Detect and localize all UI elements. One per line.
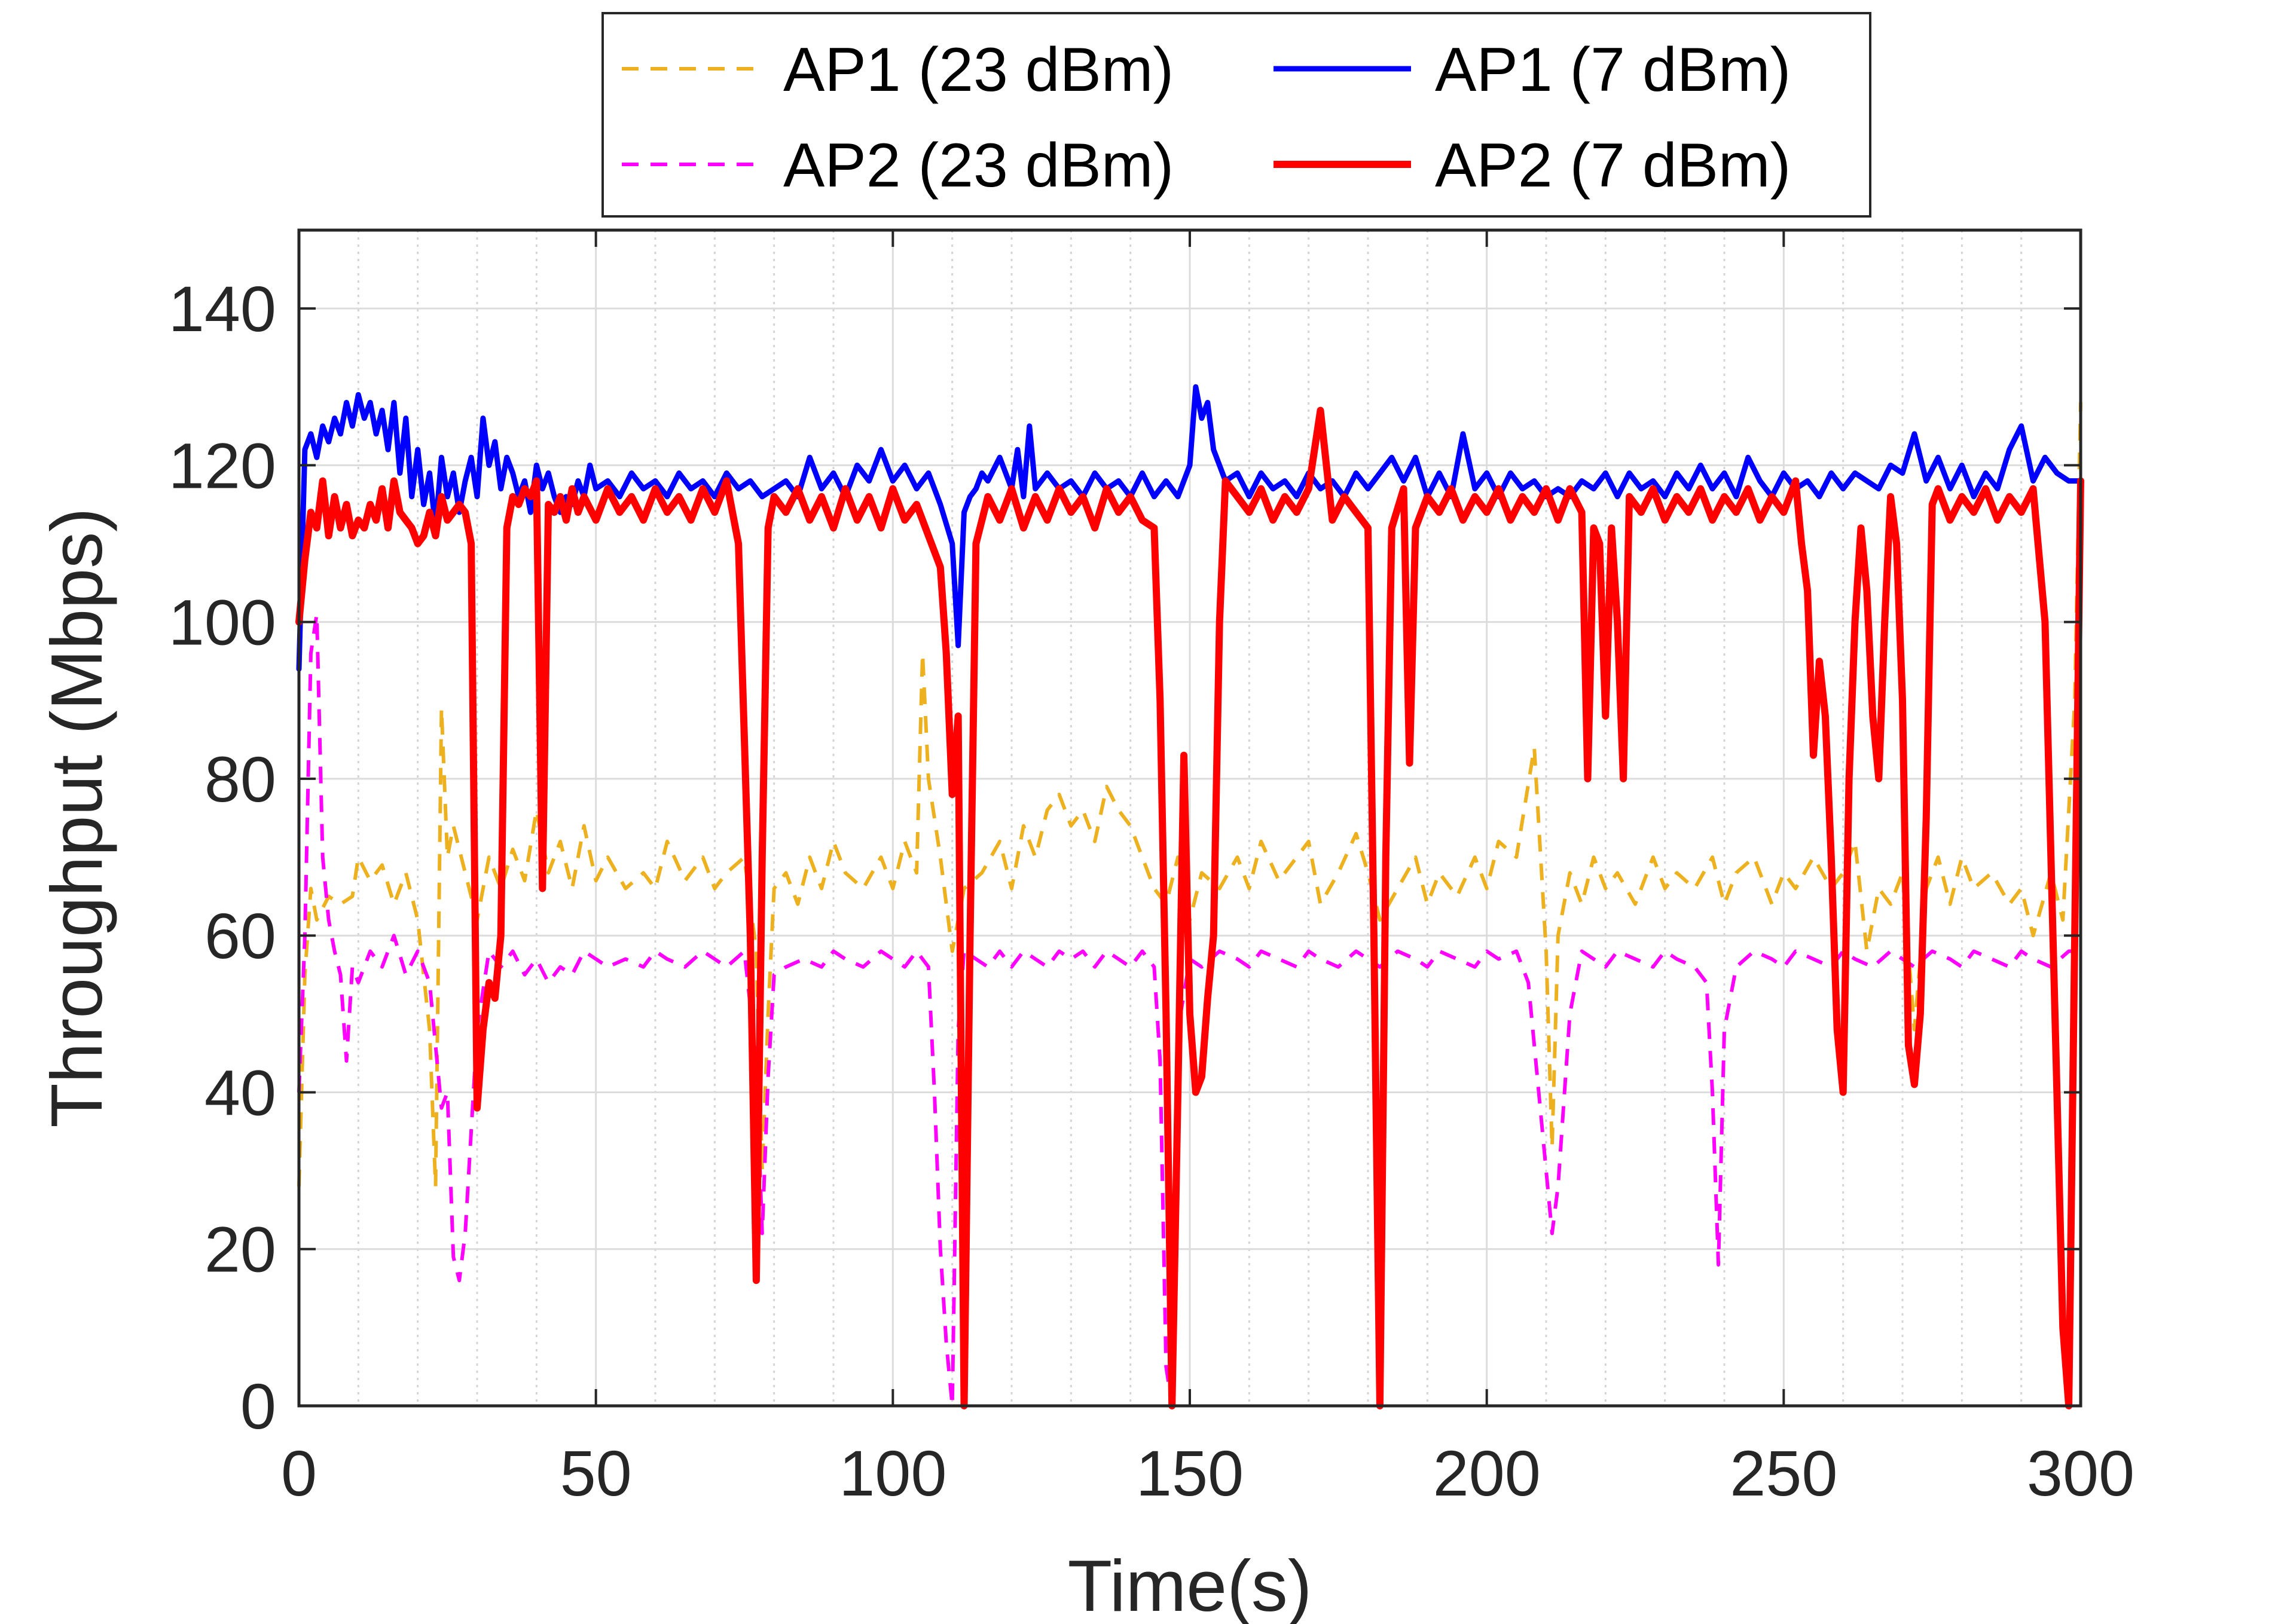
legend-label-ap2-7-dbm: AP2 (7 dBm) — [1435, 131, 1791, 200]
series-line-ap2-23-dbm — [297, 612, 2081, 1408]
y-tick-label: 0 — [240, 1370, 276, 1442]
legend-label-ap1-7-dbm: AP1 (7 dBm) — [1435, 35, 1791, 105]
x-tick-label: 250 — [1730, 1437, 1837, 1509]
legend-label-ap1-23-dbm: AP1 (23 dBm) — [783, 35, 1174, 105]
x-tick-label: 50 — [560, 1437, 632, 1509]
legend: AP1 (23 dBm) AP1 (7 dBm) AP2 (23 dBm) AP2 (… — [601, 12, 1871, 218]
series-line-ap1-23-dbm — [297, 402, 2082, 1188]
y-tick-label: 80 — [204, 743, 276, 815]
y-tick-label: 100 — [169, 586, 276, 659]
y-tick-label: 140 — [169, 273, 276, 345]
series-line-ap1-7-dbm — [296, 384, 2084, 672]
x-tick-labels: 0 50 100 150 200 250 300 — [281, 1437, 2134, 1509]
axis-ticks — [298, 230, 2082, 1407]
series-layer — [295, 384, 2084, 1409]
x-tick-label: 150 — [1136, 1437, 1244, 1509]
x-tick-label: 0 — [281, 1437, 317, 1509]
series-line-ap2-7-dbm — [295, 406, 2084, 1409]
y-tick-labels: 0 20 40 60 80 100 120 140 — [169, 273, 276, 1442]
x-tick-label: 300 — [2027, 1437, 2134, 1509]
y-axis-title: Throughput (Mbps) — [36, 507, 117, 1127]
y-tick-label: 120 — [169, 429, 276, 501]
legend-label-ap2-23-dbm: AP2 (23 dBm) — [783, 131, 1174, 200]
x-tick-label: 200 — [1433, 1437, 1541, 1509]
legend-box — [601, 12, 1871, 218]
y-tick-label: 60 — [204, 900, 276, 972]
y-tick-label: 20 — [204, 1213, 276, 1286]
x-tick-label: 100 — [839, 1437, 946, 1509]
x-axis-title: Time(s) — [1068, 1545, 1312, 1624]
y-tick-label: 40 — [204, 1056, 276, 1128]
